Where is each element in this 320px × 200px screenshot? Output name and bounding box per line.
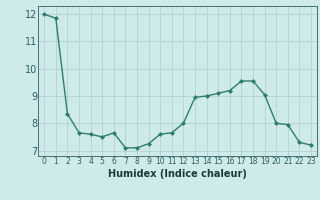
X-axis label: Humidex (Indice chaleur): Humidex (Indice chaleur): [108, 169, 247, 179]
